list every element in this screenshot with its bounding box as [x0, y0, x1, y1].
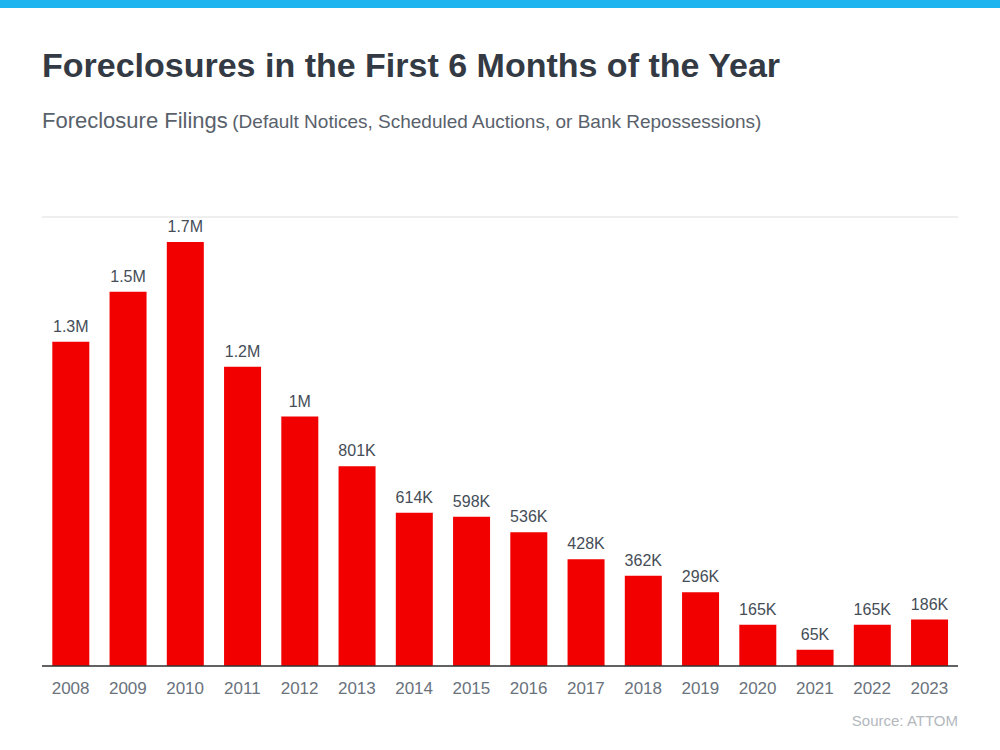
svg-text:186K: 186K	[911, 596, 949, 613]
svg-text:428K: 428K	[567, 535, 605, 552]
svg-text:165K: 165K	[854, 601, 892, 618]
svg-text:2011: 2011	[224, 679, 261, 698]
svg-text:2017: 2017	[567, 679, 605, 698]
svg-text:2020: 2020	[739, 679, 777, 698]
svg-text:2008: 2008	[52, 679, 90, 698]
svg-text:2010: 2010	[166, 679, 204, 698]
svg-text:1.3M: 1.3M	[53, 318, 89, 335]
svg-text:2012: 2012	[281, 679, 319, 698]
svg-text:362K: 362K	[625, 552, 663, 569]
svg-text:2009: 2009	[109, 679, 147, 698]
html-text:Foreclosure Filings (Default N: Foreclosure Filings (Default Notices, Sc…	[42, 108, 762, 133]
svg-text:2022: 2022	[853, 679, 891, 698]
svg-text:2019: 2019	[681, 679, 719, 698]
svg-text:1.2M: 1.2M	[225, 343, 261, 360]
html-text:Foreclosures in the First 6 Mo: Foreclosures in the First 6 Months of th…	[42, 46, 781, 84]
svg-text:614K: 614K	[396, 489, 434, 506]
svg-text:1.5M: 1.5M	[110, 268, 146, 285]
svg-text:2023: 2023	[910, 679, 948, 698]
svg-text:65K: 65K	[801, 626, 830, 643]
svg-text:296K: 296K	[682, 568, 720, 585]
html-text:Source: ATTOM: Source: ATTOM	[851, 712, 958, 729]
svg-text:801K: 801K	[338, 442, 376, 459]
svg-text:1M: 1M	[289, 393, 311, 410]
svg-text:536K: 536K	[510, 508, 548, 525]
svg-text:2021: 2021	[796, 679, 834, 698]
svg-text:598K: 598K	[453, 493, 491, 510]
svg-text:2018: 2018	[624, 679, 662, 698]
svg-text:1.7M: 1.7M	[168, 218, 204, 235]
svg-text:165K: 165K	[739, 601, 777, 618]
svg-text:2014: 2014	[395, 679, 433, 698]
svg-text:2013: 2013	[338, 679, 376, 698]
svg-text:2016: 2016	[510, 679, 548, 698]
svg-text:2015: 2015	[452, 679, 490, 698]
